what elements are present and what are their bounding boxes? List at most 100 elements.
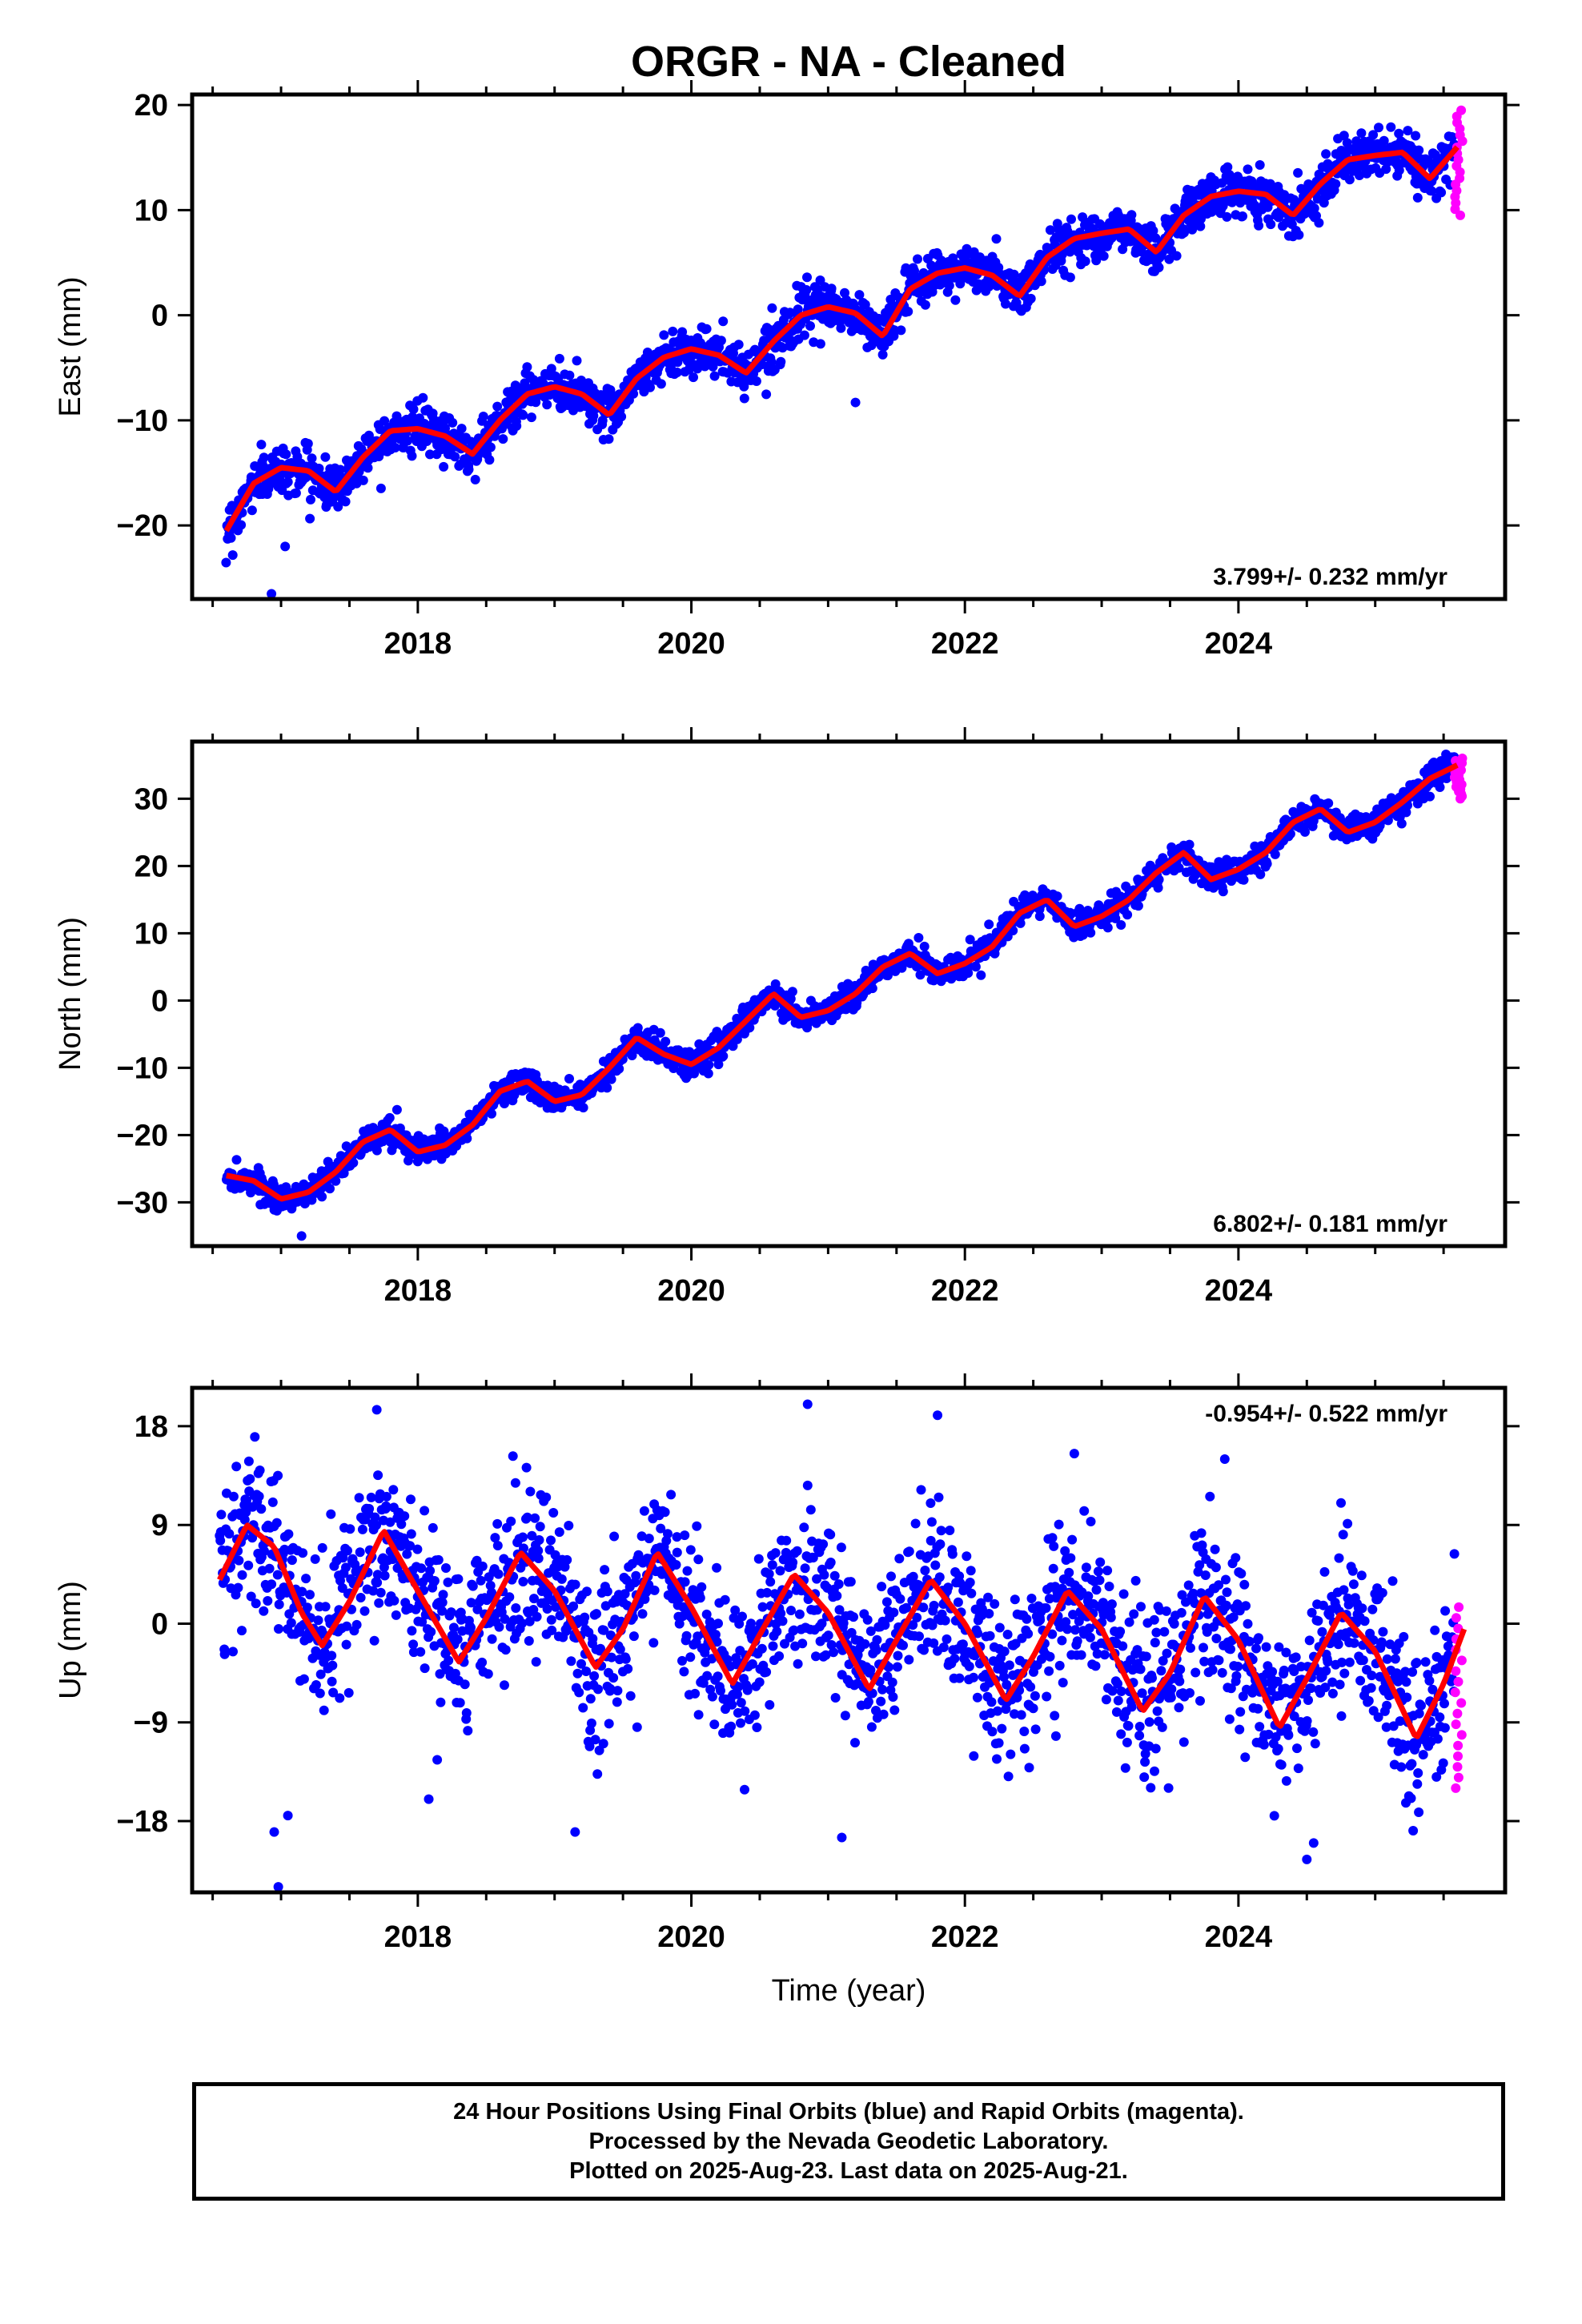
east-final-point [950, 295, 961, 305]
east-final-point [1293, 167, 1303, 178]
up-final-point [904, 1546, 914, 1557]
up-final-point [455, 1698, 465, 1708]
east-final-point [226, 533, 236, 543]
up-final-point [373, 1470, 383, 1481]
up-final-point [823, 1630, 833, 1641]
up-final-point [757, 1602, 768, 1612]
east-final-point [320, 452, 331, 462]
up-final-point [889, 1607, 899, 1618]
up-final-point [335, 1693, 345, 1703]
up-final-point [800, 1563, 810, 1574]
north-final-point [1153, 883, 1163, 893]
up-final-point [379, 1562, 389, 1572]
up-final-point [605, 1630, 616, 1640]
east-final-point [227, 550, 238, 561]
north-final-point [1052, 891, 1062, 902]
up-final-point [342, 1621, 352, 1631]
north-final-point [1396, 818, 1407, 829]
up-final-point [518, 1532, 528, 1542]
north-fit-line [225, 762, 1459, 1202]
up-final-point [593, 1684, 603, 1695]
up-final-point [737, 1611, 747, 1622]
north-final-point [1122, 910, 1133, 920]
up-final-point [406, 1529, 416, 1539]
up-final-point [272, 1570, 283, 1580]
north-final-point [384, 1112, 395, 1123]
east-final-point [1179, 227, 1189, 238]
north-final-point [1133, 901, 1143, 911]
up-final-point [510, 1478, 520, 1488]
up-final-point [335, 1575, 345, 1586]
east-final-point [815, 339, 825, 349]
north-final-point [867, 983, 877, 994]
up-final-point [555, 1610, 565, 1621]
north-final-point [919, 941, 930, 951]
up-final-point [420, 1506, 430, 1516]
east-final-point [659, 330, 669, 340]
up-final-point [542, 1604, 552, 1614]
up-final-point [433, 1554, 444, 1565]
up-final-point [233, 1582, 243, 1593]
up-final-point [912, 1612, 922, 1622]
up-final-point [274, 1599, 284, 1610]
north-final-point [655, 1027, 665, 1038]
up-final-point [830, 1693, 841, 1703]
up-final-point [541, 1492, 552, 1502]
up-final-point [877, 1582, 887, 1592]
east-final-point [1222, 211, 1232, 222]
up-final-point [888, 1692, 898, 1702]
east-final-point [896, 325, 906, 336]
north-ytick-label: 20 [135, 850, 168, 883]
east-final-point [718, 316, 729, 327]
up-final-point [894, 1554, 905, 1564]
up-final-point [564, 1521, 574, 1530]
up-final-point [825, 1558, 836, 1567]
up-final-point [535, 1522, 545, 1532]
north-ytick-label: 0 [151, 984, 168, 1018]
up-final-point [534, 1535, 544, 1545]
up-final-point [525, 1486, 536, 1497]
up-final-point [251, 1598, 261, 1609]
up-final-point [477, 1657, 488, 1667]
up-final-point [889, 1705, 900, 1715]
up-final-point [600, 1565, 610, 1575]
east-rapid-point [1456, 105, 1467, 115]
up-final-point [846, 1627, 857, 1638]
up-final-point [381, 1501, 391, 1511]
up-final-point [364, 1504, 375, 1514]
up-final-point [871, 1706, 881, 1715]
up-final-point [840, 1711, 850, 1721]
east-final-point [564, 370, 575, 380]
up-final-point [730, 1605, 741, 1615]
up-final-point [682, 1566, 693, 1576]
east-final-point [576, 376, 586, 385]
up-final-point [606, 1652, 616, 1663]
up-final-point [802, 1480, 813, 1490]
east-final-point [672, 368, 682, 377]
up-final-point [586, 1718, 596, 1728]
east-final-point [802, 272, 812, 283]
east-final-point [1171, 251, 1182, 261]
up-final-point [788, 1558, 798, 1567]
up-final-point [895, 1594, 905, 1604]
up-final-point [566, 1656, 576, 1667]
up-final-point [690, 1688, 701, 1699]
east-final-point [1356, 128, 1367, 139]
up-final-point [250, 1432, 260, 1442]
east-final-point [256, 440, 267, 450]
up-final-point [786, 1606, 796, 1615]
up-final-point [511, 1603, 521, 1613]
up-final-point [918, 1602, 929, 1613]
up-final-point [508, 1451, 518, 1462]
up-final-point [631, 1570, 641, 1581]
up-final-point [753, 1554, 764, 1564]
east-final-point [1080, 256, 1090, 267]
north-xtick-label: 2022 [931, 1274, 999, 1308]
north-ytick-label: −20 [117, 1119, 168, 1152]
up-final-point [355, 1593, 366, 1602]
up-final-point [574, 1687, 584, 1698]
up-final-point [286, 1618, 296, 1628]
up-final-point [656, 1523, 666, 1534]
up-final-point [460, 1679, 470, 1690]
up-final-point [707, 1691, 717, 1702]
